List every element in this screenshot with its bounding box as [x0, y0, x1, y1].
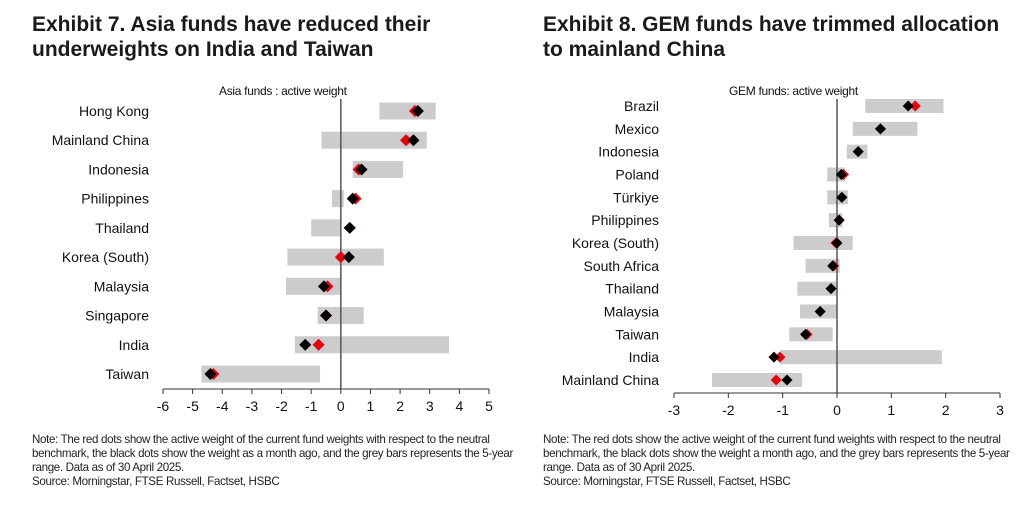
- month-ago-weight-dot: [836, 191, 848, 203]
- chart-marks: Brazil Mexico Indonesia Poland Türkiye Philip…: [562, 98, 1004, 418]
- note-text: Note: The red dots show the active weigh…: [543, 433, 1010, 474]
- month-ago-weight-dot: [342, 251, 355, 264]
- month-ago-weight-dot: [831, 237, 843, 249]
- x-tick-label: -5: [186, 398, 199, 414]
- x-tick-label: -6: [157, 398, 170, 414]
- category-label: India: [119, 337, 150, 353]
- range-bar: [779, 350, 942, 365]
- x-tick-label: 2: [396, 398, 404, 414]
- month-ago-weight-dot: [768, 351, 780, 363]
- month-ago-weight-dot: [781, 374, 793, 386]
- x-tick-label: -1: [305, 398, 318, 414]
- month-ago-weight-dot: [204, 368, 217, 380]
- month-ago-weight-dot: [355, 163, 368, 176]
- range-bar: [352, 160, 404, 178]
- category-label: Thailand: [605, 281, 659, 297]
- category-label: Singapore: [85, 308, 149, 324]
- chart-notes: Note: The red dots show the active weigh…: [543, 433, 1023, 489]
- month-ago-weight-dot: [299, 338, 312, 351]
- category-label: Taiwan: [105, 366, 149, 382]
- x-tick-label: -3: [246, 398, 259, 414]
- x-tick-label: 4: [455, 398, 463, 414]
- category-label: Malaysia: [604, 304, 659, 320]
- source-text: Source: Morningstar, FTSE Russell, Facts…: [32, 475, 280, 488]
- x-tick-label: 0: [337, 398, 345, 414]
- range-bar: [311, 219, 341, 237]
- category-label: Mexico: [615, 121, 660, 137]
- range-bar: [712, 373, 803, 387]
- note-text: Note: The red dots show the active weigh…: [32, 433, 513, 474]
- category-label: Hong Kong: [79, 103, 149, 119]
- month-ago-weight-dot: [411, 105, 424, 117]
- month-ago-weight-dot: [825, 283, 837, 295]
- month-ago-weight-dot: [320, 309, 332, 322]
- x-tick-label: 3: [996, 402, 1004, 418]
- month-ago-weight-dot: [346, 192, 359, 205]
- chart-notes: Note: The red dots show the active weigh…: [32, 433, 517, 489]
- range-bar: [294, 336, 449, 354]
- current-weight-dot: [400, 134, 413, 147]
- range-bar: [793, 236, 853, 250]
- category-label: Indonesia: [598, 144, 659, 160]
- category-label: Taiwan: [615, 326, 659, 342]
- month-ago-weight-dot: [852, 146, 864, 158]
- category-label: Philippines: [81, 191, 149, 207]
- category-label: India: [629, 349, 660, 365]
- category-label: Türkiye: [613, 189, 659, 205]
- x-tick-label: 1: [887, 402, 895, 418]
- range-bar: [201, 365, 321, 383]
- chart-exhibit-8: GEM funds: active weight Brazil Mexico Ind…: [562, 84, 1004, 418]
- month-ago-weight-dot: [407, 134, 420, 147]
- category-label: Indonesia: [88, 161, 149, 177]
- x-tick-label: 2: [942, 402, 950, 418]
- month-ago-weight-dot: [835, 169, 847, 180]
- current-weight-dot: [334, 251, 347, 264]
- range-bar: [321, 131, 427, 149]
- x-tick-label: -1: [776, 402, 789, 418]
- category-label: South Africa: [584, 258, 660, 274]
- category-label: Mainland China: [52, 132, 149, 148]
- month-ago-weight-dot: [814, 306, 826, 317]
- x-tick-label: 0: [833, 402, 841, 418]
- category-label: Thailand: [95, 220, 149, 236]
- month-ago-weight-dot: [874, 123, 886, 135]
- month-ago-weight-dot: [317, 280, 330, 293]
- chart-title: Exhibit 7. Asia funds have reduced their…: [32, 13, 431, 61]
- chart-marks: Hong Kong Mainland China Indonesia Philippi…: [52, 99, 493, 414]
- month-ago-weight-dot: [343, 221, 356, 234]
- category-label: Mainland China: [562, 372, 659, 388]
- current-weight-dot: [312, 338, 325, 351]
- month-ago-weight-dot: [799, 328, 811, 340]
- category-label: Korea (South): [572, 235, 659, 251]
- source-text: Source: Morningstar, FTSE Russell, Facts…: [543, 475, 791, 488]
- chart-exhibit-7: Asia funds : active weight Hong Kong Main…: [52, 84, 493, 414]
- x-tick-label: -4: [216, 398, 229, 414]
- month-ago-weight-dot: [833, 214, 845, 226]
- range-bar: [379, 102, 436, 120]
- category-label: Poland: [615, 167, 659, 183]
- category-label: Brazil: [624, 98, 659, 114]
- current-weight-dot: [909, 100, 921, 112]
- x-tick-label: -2: [722, 402, 735, 418]
- chart-subtitle: GEM funds: active weight: [729, 84, 859, 98]
- category-label: Korea (South): [62, 249, 149, 265]
- chart-subtitle: Asia funds : active weight: [219, 84, 348, 98]
- x-tick-label: 3: [426, 398, 434, 414]
- range-bar: [331, 190, 344, 208]
- category-label: Philippines: [591, 212, 659, 228]
- range-bar: [797, 281, 837, 296]
- x-tick-label: 1: [367, 398, 375, 414]
- current-weight-dot: [774, 351, 786, 363]
- x-tick-label: -2: [275, 398, 288, 414]
- chart-title: Exhibit 8. GEM funds have trimmed alloca…: [543, 13, 1000, 61]
- category-label: Malaysia: [94, 278, 149, 294]
- exhibit-8: Exhibit 8. GEM funds have trimmed alloca…: [530, 0, 1023, 525]
- x-tick-label: 5: [485, 398, 493, 414]
- x-tick-label: -3: [668, 402, 681, 418]
- month-ago-weight-dot: [827, 260, 839, 272]
- exhibit-7: Exhibit 7. Asia funds have reduced their…: [32, 13, 517, 489]
- current-weight-dot: [770, 374, 782, 386]
- month-ago-weight-dot: [902, 100, 914, 112]
